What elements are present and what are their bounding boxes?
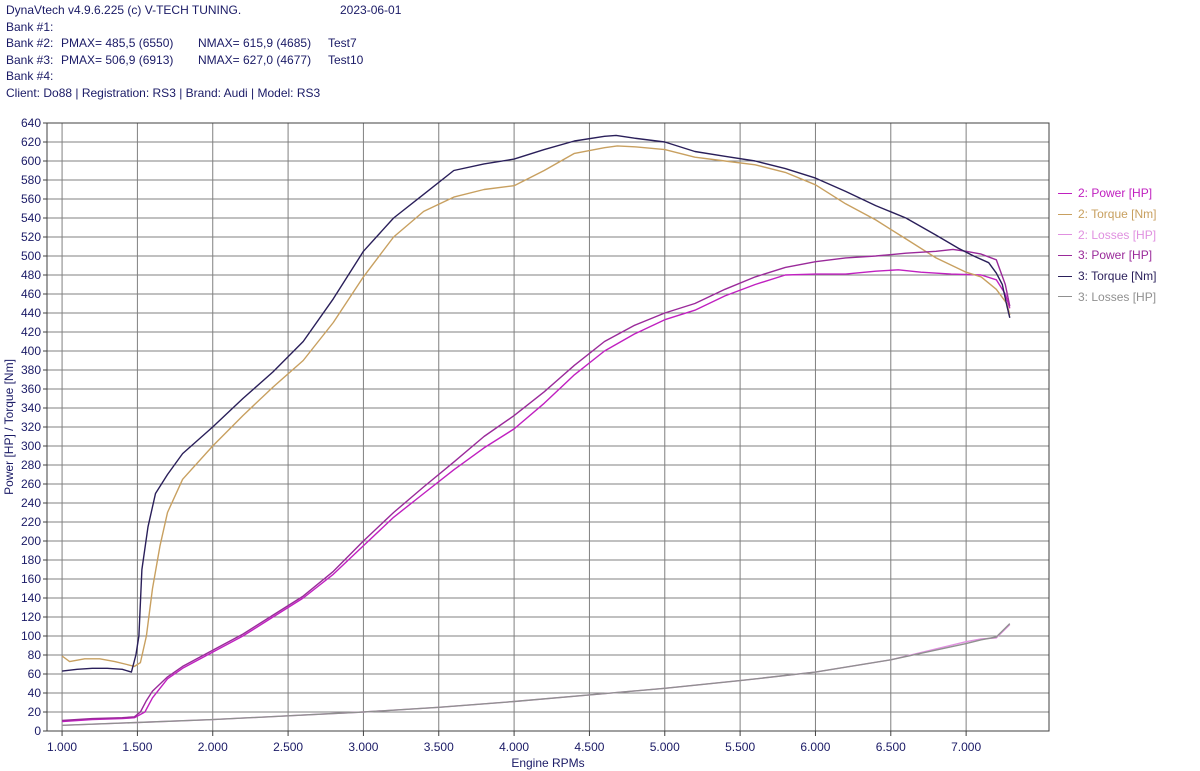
y-tick-label: 320	[21, 420, 41, 434]
y-tick-label: 180	[21, 553, 41, 567]
y-tick-label: 80	[28, 648, 42, 662]
header-line-client: Client: Do88 | Registration: RS3 | Brand…	[6, 85, 320, 102]
y-tick-label: 400	[21, 344, 41, 358]
legend-label: 3: Losses [HP]	[1078, 289, 1157, 304]
y-tick-label: 100	[21, 629, 41, 643]
legend-swatch	[1058, 192, 1072, 194]
series-line-1	[62, 269, 1011, 723]
bank-label: Bank #1:	[6, 19, 54, 34]
x-tick-label: 1.500	[122, 740, 152, 754]
x-tick-label: 5.000	[650, 740, 680, 754]
x-tick-label: 6.500	[876, 740, 906, 754]
series	[61, 134, 1011, 726]
bank-row-1: Bank #1:	[6, 19, 53, 36]
legend-label: 2: Losses [HP]	[1078, 227, 1157, 242]
y-tick-label: 500	[21, 249, 41, 263]
y-tick-label: 480	[21, 268, 41, 282]
y-tick-label: 600	[21, 154, 41, 168]
y-tick-label: 460	[21, 287, 41, 301]
bank-nmax: NMAX= 615,9 (4685)	[198, 36, 312, 50]
bank-test: Test10	[328, 52, 364, 67]
bank-label: Bank #3:	[6, 52, 54, 67]
legend-label: 2: Power [HP]	[1078, 186, 1153, 201]
bank-pmax: PMAX= 506,9 (6913)	[61, 52, 174, 67]
bank-row-3: Bank #3: PMAX= 506,9 (6913) NMAX= 627,0 …	[6, 52, 363, 69]
y-tick-label: 20	[28, 705, 42, 719]
bank-row-4: Bank #4:	[6, 68, 53, 85]
header-line-app: DynaVtech v4.9.6.225 (c) V-TECH TUNING. …	[6, 2, 401, 19]
y-tick-label: 440	[21, 306, 41, 320]
x-tick-label: 4.500	[574, 740, 604, 754]
y-tick-label: 220	[21, 515, 41, 529]
y-tick-label: 520	[21, 230, 41, 244]
y-tick-label: 60	[28, 667, 42, 681]
series-line-5	[62, 134, 1011, 673]
series-line-2	[61, 145, 1011, 668]
y-tick-label: 200	[21, 534, 41, 548]
x-tick-label: 6.000	[800, 740, 830, 754]
legend-item-1: 2: Power [HP]	[1058, 183, 1156, 204]
y-tick-label: 260	[21, 477, 41, 491]
y-tick-label: 140	[21, 591, 41, 605]
y-tick-label: 340	[21, 401, 41, 415]
legend-swatch	[1058, 234, 1072, 236]
x-tick-label: 2.000	[198, 740, 228, 754]
legend-swatch	[1058, 254, 1072, 256]
report-date: 2023-06-01	[340, 3, 402, 17]
y-tick-label: 380	[21, 363, 41, 377]
series-line-6	[62, 623, 1011, 726]
x-tick-label: 7.000	[951, 740, 981, 754]
legend-label: 2: Torque [Nm]	[1078, 207, 1157, 222]
bank-pmax: PMAX= 485,5 (6550)	[61, 36, 174, 50]
report-header: DynaVtech v4.9.6.225 (c) V-TECH TUNING. …	[6, 2, 401, 102]
legend-item-4: 3: Power [HP]	[1058, 245, 1156, 266]
x-tick-label: 1.000	[47, 740, 77, 754]
y-tick-label: 280	[21, 458, 41, 472]
y-tick-label: 160	[21, 572, 41, 586]
bank-row-2: Bank #2: PMAX= 485,5 (6550) NMAX= 615,9 …	[6, 35, 357, 52]
legend-item-6: 3: Losses [HP]	[1058, 286, 1156, 307]
y-tick-label: 540	[21, 211, 41, 225]
y-axis-label: Power [HP] / Torque [Nm]	[2, 359, 16, 495]
x-axis-label: Engine RPMs	[511, 756, 584, 770]
y-tick-label: 620	[21, 135, 41, 149]
y-axis: 0 20 40 60 80 100 120 140 160 180 200 220 240 260 280 3…	[21, 116, 47, 738]
legend-swatch	[1058, 213, 1072, 215]
y-tick-label: 560	[21, 192, 41, 206]
bank-nmax: NMAX= 627,0 (4677)	[198, 52, 312, 67]
y-tick-label: 240	[21, 496, 41, 510]
y-tick-label: 640	[21, 116, 41, 130]
x-axis: 1.000 1.500 2.000 2.500 3.000 3.500 4.000 4.500…	[47, 731, 981, 754]
y-tick-label: 420	[21, 325, 41, 339]
legend-item-3: 2: Losses [HP]	[1058, 224, 1156, 245]
legend-swatch	[1058, 296, 1072, 298]
bank-test: Test7	[328, 36, 357, 50]
y-tick-label: 580	[21, 173, 41, 187]
x-tick-label: 4.000	[499, 740, 529, 754]
legend-label: 3: Torque [Nm]	[1078, 269, 1157, 284]
y-tick-label: 40	[28, 686, 42, 700]
x-tick-label: 3.000	[348, 740, 378, 754]
chart-legend: 2: Power [HP] 2: Torque [Nm] 2: Losses [HP…	[1058, 183, 1156, 307]
legend-item-5: 3: Torque [Nm]	[1058, 266, 1156, 287]
bank-label: Bank #4:	[6, 69, 54, 83]
series-line-4	[62, 248, 1011, 722]
grid	[47, 122, 1049, 732]
x-tick-label: 2.500	[273, 740, 303, 754]
x-tick-label: 5.500	[725, 740, 755, 754]
legend-swatch	[1058, 275, 1072, 277]
bank-label: Bank #2:	[6, 36, 54, 50]
y-tick-label: 120	[21, 610, 41, 624]
y-tick-label: 300	[21, 439, 41, 453]
y-tick-label: 0	[34, 724, 41, 738]
y-tick-label: 360	[21, 382, 41, 396]
legend-item-2: 2: Torque [Nm]	[1058, 204, 1156, 225]
x-tick-label: 3.500	[424, 740, 454, 754]
series-line-3	[62, 624, 1011, 726]
client-info: Client: Do88 | Registration: RS3 | Brand…	[6, 85, 321, 100]
app-title: DynaVtech v4.9.6.225 (c) V-TECH TUNING.	[6, 3, 242, 17]
legend-label: 3: Power [HP]	[1078, 248, 1153, 263]
